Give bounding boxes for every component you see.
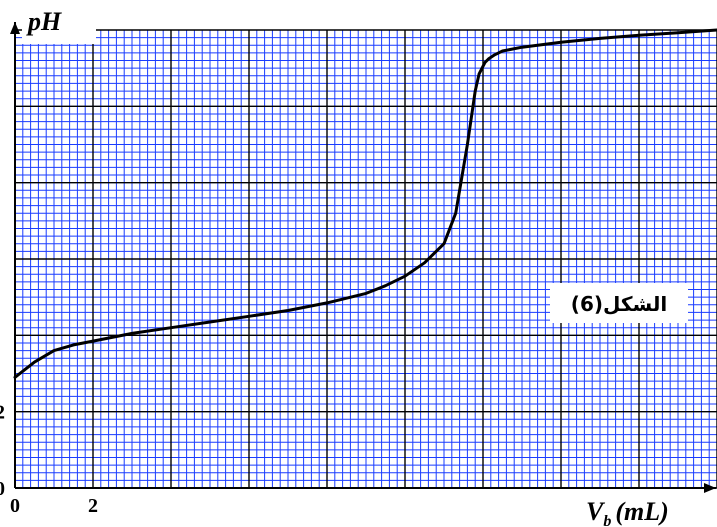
x-tick-label: 2 (88, 495, 98, 517)
ph-curve-line (13, 28, 717, 379)
y-axis-arrow (10, 22, 20, 34)
figure-label-background (550, 283, 688, 323)
y-tick-label: 2 (0, 402, 5, 424)
y-axis-label: pH (26, 7, 62, 36)
ylabel-background (22, 0, 96, 44)
x-tick-label: 0 (10, 495, 20, 517)
x-axis-label: Vb (mL) (586, 497, 669, 527)
y-tick-label: 0 (0, 478, 5, 500)
ph-curve (13, 28, 717, 379)
tick-labels: 0 2 0 2 (0, 402, 98, 517)
x-axis-arrow (704, 483, 716, 493)
figure-label: (الشكل(6 (571, 292, 667, 316)
axes (10, 22, 716, 493)
xlabel-background (580, 497, 717, 527)
